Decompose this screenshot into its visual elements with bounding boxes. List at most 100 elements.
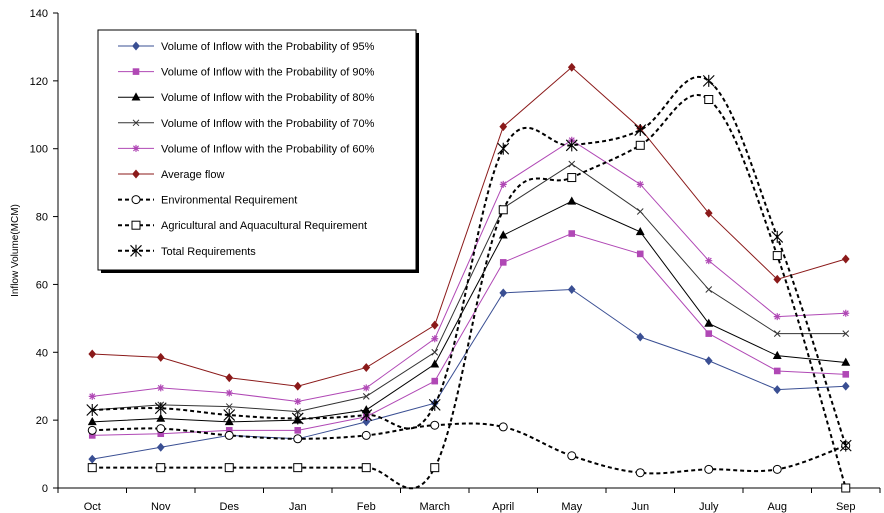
data-point — [636, 250, 644, 258]
legend-label: Volume of Inflow with the Probability of… — [161, 118, 375, 130]
legend-marker — [131, 92, 141, 101]
series-total-requirements — [86, 74, 852, 452]
legend-item: Agricultural and Aquacultural Requiremen… — [118, 220, 367, 232]
data-point — [567, 196, 577, 205]
x-tick-label: Des — [219, 501, 239, 513]
data-point — [361, 463, 371, 473]
data-point — [431, 377, 439, 385]
data-point — [636, 180, 644, 188]
data-point — [224, 430, 234, 440]
legend-label: Volume of Inflow with the Probability of… — [161, 143, 375, 155]
data-point — [154, 402, 167, 415]
legend-item: Average flow — [118, 169, 224, 181]
data-point — [497, 142, 510, 155]
data-point — [636, 208, 644, 215]
data-point — [705, 257, 713, 265]
legend-item: Environmental Requirement — [118, 195, 297, 207]
y-tick-label: 60 — [36, 279, 48, 291]
data-point — [499, 180, 507, 188]
data-point — [224, 416, 234, 426]
data-point — [87, 425, 97, 435]
x-tick-label: Nov — [151, 501, 171, 513]
series-layer — [86, 62, 852, 493]
data-point — [431, 348, 439, 356]
data-point — [771, 230, 784, 243]
data-point — [293, 463, 303, 473]
legend-item: Volume of Inflow with the Probability of… — [118, 67, 375, 79]
data-point — [225, 373, 234, 383]
data-point — [568, 230, 576, 237]
y-axis-label: Inflow Volume(MCM) — [10, 204, 21, 297]
data-point — [362, 363, 371, 373]
data-point — [841, 357, 851, 366]
data-point — [773, 385, 782, 395]
data-point — [431, 335, 439, 343]
data-point — [704, 464, 714, 474]
data-point — [362, 393, 370, 400]
data-point — [293, 381, 302, 391]
data-point — [156, 424, 166, 434]
data-point — [704, 356, 713, 366]
x-tick-label: Feb — [357, 501, 376, 513]
data-point — [773, 313, 781, 321]
data-point — [772, 251, 782, 261]
data-point — [499, 259, 507, 266]
series-volume-of-inflow-with-the-probability-of-95 — [88, 285, 850, 464]
data-point — [498, 422, 508, 432]
data-point — [773, 330, 781, 337]
data-point — [567, 451, 577, 461]
series-line — [92, 233, 846, 436]
legend-label: Environmental Requirement — [161, 195, 297, 207]
series-line — [92, 66, 846, 387]
data-point — [86, 403, 99, 416]
legend-box — [97, 29, 417, 271]
series-volume-of-inflow-with-the-probability-of-80 — [87, 196, 851, 426]
data-point — [635, 140, 645, 150]
legend-marker — [132, 169, 140, 179]
data-point — [291, 412, 304, 425]
legend-item: Volume of Inflow with the Probability of… — [118, 143, 375, 155]
data-point — [360, 409, 373, 422]
legend-label: Average flow — [161, 169, 224, 181]
data-point — [294, 408, 302, 416]
data-point — [88, 392, 96, 400]
series-agricultural-and-aquacultural-requirement — [87, 94, 851, 493]
legend-item: Total Requirements — [118, 244, 256, 258]
legend-marker — [132, 68, 140, 75]
legend-marker — [131, 195, 141, 205]
data-point — [428, 398, 441, 411]
data-point — [635, 226, 645, 236]
data-point — [702, 74, 715, 87]
legend-label: Agricultural and Aquacultural Requiremen… — [161, 220, 367, 232]
data-point — [565, 139, 578, 152]
data-point — [567, 173, 577, 183]
data-point — [294, 427, 302, 434]
x-tick-label: May — [561, 501, 582, 513]
data-point — [704, 208, 713, 218]
y-tick-label: 100 — [30, 144, 48, 156]
data-point — [430, 463, 440, 473]
data-point — [156, 463, 166, 473]
series-line — [92, 76, 847, 446]
data-point — [705, 330, 713, 337]
data-point — [773, 367, 781, 375]
data-point — [499, 288, 508, 298]
data-point — [842, 309, 850, 317]
data-point — [225, 389, 233, 397]
data-point — [156, 413, 166, 422]
legend: Volume of Inflow with the Probability of… — [97, 29, 419, 273]
data-point — [842, 330, 850, 337]
legend-item: Volume of Inflow with the Probability of… — [118, 41, 375, 53]
data-point — [841, 254, 850, 264]
legend-label: Volume of Inflow with the Probability of… — [161, 67, 375, 79]
data-point — [224, 463, 234, 473]
legend-marker — [132, 144, 140, 152]
x-tick-label: Jan — [289, 501, 307, 513]
data-point — [704, 318, 714, 327]
y-tick-label: 0 — [42, 483, 48, 495]
y-tick-label: 140 — [30, 8, 48, 20]
data-point — [636, 332, 645, 342]
legend-item: Volume of Inflow with the Probability of… — [118, 92, 375, 104]
legend-label: Volume of Inflow with the Probability of… — [161, 41, 375, 53]
